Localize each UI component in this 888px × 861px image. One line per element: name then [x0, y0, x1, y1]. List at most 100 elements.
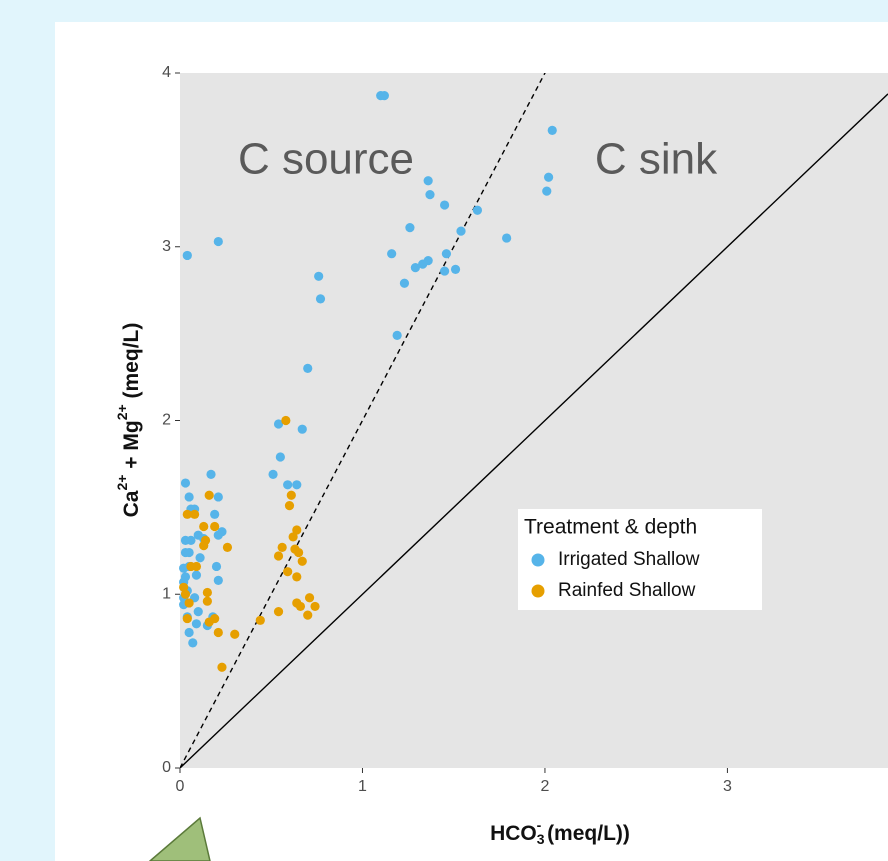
y-title-sup: 2+	[114, 475, 130, 491]
point	[281, 415, 291, 426]
point	[303, 610, 313, 620]
point	[179, 582, 189, 592]
x-title-sub: 3	[537, 831, 545, 847]
point	[315, 294, 326, 304]
point	[472, 205, 483, 215]
point	[213, 530, 223, 540]
point	[314, 271, 324, 281]
point	[206, 469, 216, 479]
point	[191, 619, 202, 629]
point	[399, 278, 410, 288]
point	[217, 662, 227, 672]
point	[387, 249, 397, 259]
point	[195, 553, 205, 563]
point	[184, 492, 194, 502]
x-title-part: HCO	[490, 822, 537, 845]
point	[286, 490, 296, 500]
x-tick-label: 0	[176, 778, 185, 795]
point	[379, 90, 389, 101]
point	[213, 627, 223, 638]
point	[273, 607, 284, 617]
point	[213, 575, 223, 585]
point	[456, 226, 466, 236]
point	[180, 589, 191, 599]
point	[439, 200, 450, 210]
point	[184, 547, 194, 558]
y-tick-label: 1	[162, 585, 171, 602]
point	[441, 249, 452, 259]
point	[210, 509, 220, 519]
point	[199, 521, 209, 532]
x-tick-label: 3	[723, 778, 732, 795]
point	[184, 627, 194, 638]
point	[268, 469, 278, 479]
y-tick-label: 4	[162, 64, 171, 81]
point	[182, 509, 192, 519]
plot-area	[180, 73, 888, 768]
point	[184, 598, 194, 608]
legend-key	[531, 553, 545, 567]
point	[204, 617, 214, 627]
point	[542, 186, 552, 196]
reference-line	[180, 73, 546, 768]
point	[199, 541, 209, 551]
point	[230, 629, 240, 639]
point	[213, 492, 223, 502]
annotation: C sink	[595, 135, 718, 184]
point	[189, 509, 200, 519]
y-tick-label: 0	[162, 759, 171, 776]
point	[297, 556, 307, 566]
legend-label: Rainfed Shallow	[558, 580, 696, 601]
y-title-part: (meq/L)	[120, 323, 143, 405]
legend-label: Irrigated Shallow	[558, 549, 700, 570]
points	[179, 90, 557, 672]
y-title-part: + Mg	[120, 420, 143, 474]
point	[547, 125, 557, 135]
point	[304, 593, 315, 603]
point	[222, 542, 233, 552]
point	[277, 542, 287, 552]
point	[292, 480, 302, 490]
point	[202, 596, 212, 606]
x-axis-title: HCO3- (meq/L))	[490, 817, 630, 847]
point	[193, 607, 203, 617]
point	[284, 501, 295, 511]
y-title-sup: 2+	[114, 404, 130, 420]
legend: Treatment & depth Irrigated Shallow Rainf…	[518, 509, 762, 610]
point	[303, 363, 313, 373]
reference-lines	[180, 73, 888, 768]
point	[292, 525, 302, 535]
point	[543, 172, 554, 182]
point	[502, 233, 512, 243]
point	[191, 570, 202, 580]
point	[405, 223, 415, 233]
x-tick-label: 1	[358, 778, 367, 795]
point	[310, 601, 320, 612]
x-tick-label: 2	[540, 778, 549, 795]
point	[213, 236, 223, 247]
legend-key	[531, 584, 545, 598]
point	[210, 521, 220, 532]
point	[182, 613, 192, 624]
y-title-part: Ca	[120, 490, 143, 517]
point	[273, 551, 284, 561]
point	[297, 424, 307, 434]
point	[202, 587, 212, 598]
point	[188, 638, 198, 648]
point	[423, 256, 433, 266]
point	[186, 535, 196, 545]
point	[288, 532, 298, 542]
point	[191, 561, 202, 572]
point	[182, 250, 192, 261]
x-title-part: (meq/L))	[541, 822, 630, 845]
point	[295, 601, 306, 612]
y-axis-title: Ca2+ + Mg2+ (meq/L)	[114, 323, 143, 518]
annotation: C source	[238, 135, 414, 184]
point	[255, 615, 265, 625]
point	[275, 452, 285, 462]
point	[425, 190, 435, 200]
point	[450, 264, 461, 274]
point	[283, 480, 293, 490]
